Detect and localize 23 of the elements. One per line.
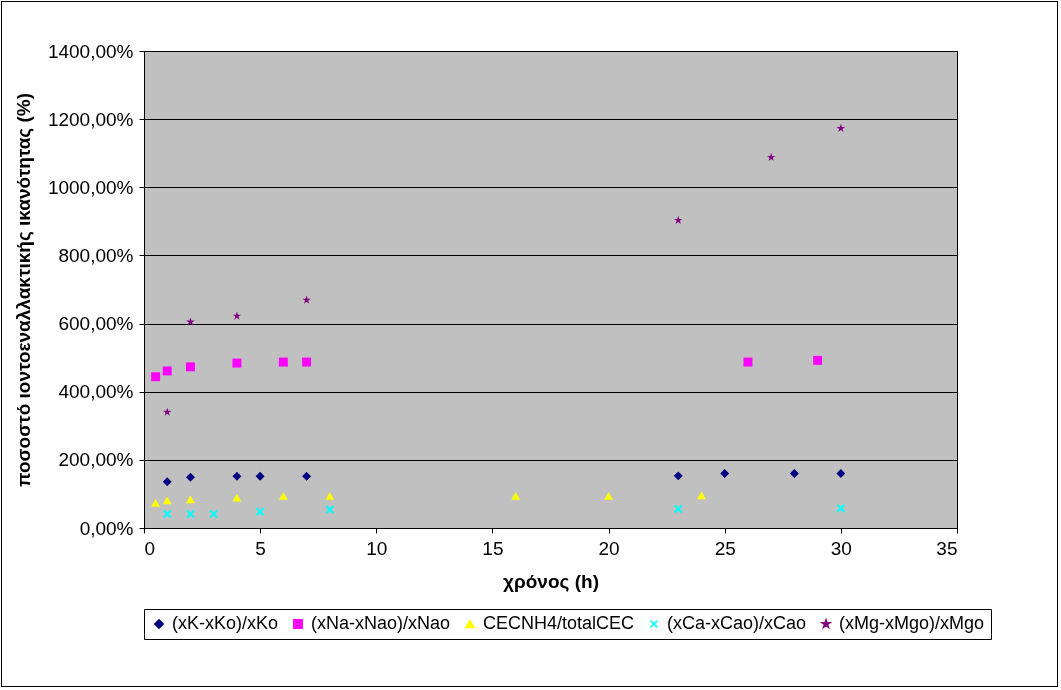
legend-label: (xCa-xCao)/xCao <box>667 613 807 633</box>
y-tick-label: 1200,00% <box>47 108 134 130</box>
y-axis-title: ποσοστό ιοντοεναλλακτικής ικανότητας (%) <box>12 92 34 488</box>
y-tick-label: 200,00% <box>58 449 134 471</box>
legend-label: CECNH4/totalCEC <box>483 613 635 633</box>
y-tick-label: 600,00% <box>58 313 134 335</box>
x-tick-label: 35 <box>936 537 958 559</box>
y-tick-label: 1000,00% <box>47 176 134 198</box>
x-tick-label: 20 <box>598 537 620 559</box>
legend-label: (xNa-xNao)/xNao <box>311 613 451 633</box>
x-axis-title: χρόνος (h) <box>503 570 599 592</box>
x-tick-label: 5 <box>255 537 266 559</box>
y-tick-label: 1400,00% <box>47 40 134 62</box>
y-tick-label: 0,00% <box>79 517 134 539</box>
y-tick-label: 800,00% <box>58 244 134 266</box>
x-tick-label: 30 <box>830 537 852 559</box>
x-tick-label: 15 <box>482 537 504 559</box>
y-tick-label: 400,00% <box>58 381 134 403</box>
x-tick-label: 10 <box>366 537 388 559</box>
legend-label: (xMg-xMgo)/xMgo <box>839 613 985 633</box>
legend-label: (xK-xKo)/xKo <box>172 613 279 633</box>
x-tick-label: 0 <box>144 537 156 559</box>
x-tick-label: 25 <box>714 537 736 559</box>
